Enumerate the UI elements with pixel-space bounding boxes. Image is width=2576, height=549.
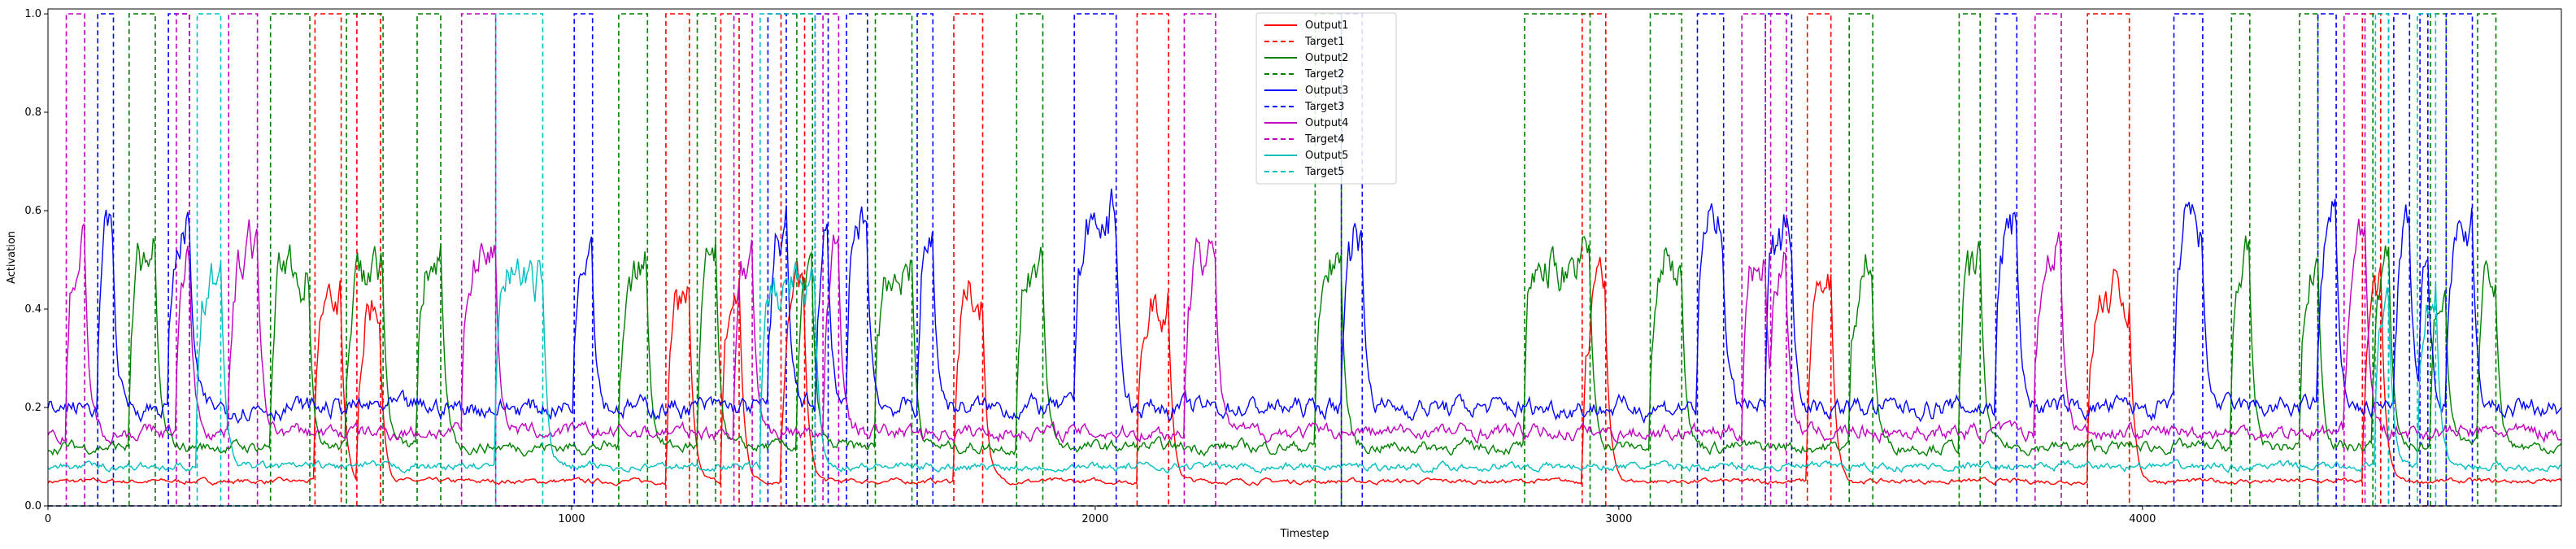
y-tick-label: 0.6 bbox=[24, 205, 41, 217]
x-axis-ticks: 0 1000 2000 3000 4000 bbox=[45, 506, 2156, 525]
series-line-output1 bbox=[47, 256, 2562, 486]
legend-entry-target2: Target2 bbox=[1304, 68, 1345, 81]
x-tick-label: 4000 bbox=[2129, 513, 2156, 525]
y-axis-label: Activation bbox=[6, 231, 18, 284]
legend-entry-output2: Output2 bbox=[1305, 52, 1348, 64]
series-line-output4 bbox=[47, 219, 2562, 446]
legend-box bbox=[1255, 12, 1397, 185]
legend-entry-target3: Target3 bbox=[1304, 101, 1345, 113]
x-tick-label: 1000 bbox=[558, 513, 585, 525]
x-tick-label: 2000 bbox=[1081, 513, 1108, 525]
legend-entry-output1: Output1 bbox=[1305, 20, 1348, 32]
y-tick-label: 0.0 bbox=[24, 500, 41, 512]
legend: Output1 Target1 Output2 Target2 Output3 Targe… bbox=[1255, 12, 1397, 185]
series-line-target1 bbox=[48, 13, 2561, 507]
y-tick-label: 1.0 bbox=[24, 8, 41, 20]
legend-entry-output5: Output5 bbox=[1305, 150, 1348, 162]
plot-frame bbox=[47, 8, 2562, 507]
x-tick-label: 0 bbox=[45, 513, 51, 525]
series-line-output5 bbox=[47, 258, 2561, 474]
legend-entry-target4: Target4 bbox=[1304, 133, 1345, 146]
series-line-target5 bbox=[48, 13, 2561, 507]
series-line-output2 bbox=[47, 235, 2562, 457]
x-axis-label: Timestep bbox=[1280, 528, 1329, 540]
x-tick-label: 3000 bbox=[1605, 513, 1632, 525]
y-tick-label: 0.8 bbox=[24, 107, 41, 119]
legend-entry-output4: Output4 bbox=[1305, 117, 1348, 129]
legend-entry-target5: Target5 bbox=[1304, 166, 1345, 178]
y-axis-ticks: 0.0 0.2 0.4 0.6 0.8 1.0 bbox=[24, 8, 48, 512]
legend-entry-target1: Target1 bbox=[1304, 36, 1345, 48]
y-tick-label: 0.2 bbox=[24, 402, 41, 414]
legend-entry-output3: Output3 bbox=[1305, 85, 1348, 97]
y-tick-label: 0.4 bbox=[24, 303, 41, 316]
series-line-output3 bbox=[47, 188, 2562, 425]
